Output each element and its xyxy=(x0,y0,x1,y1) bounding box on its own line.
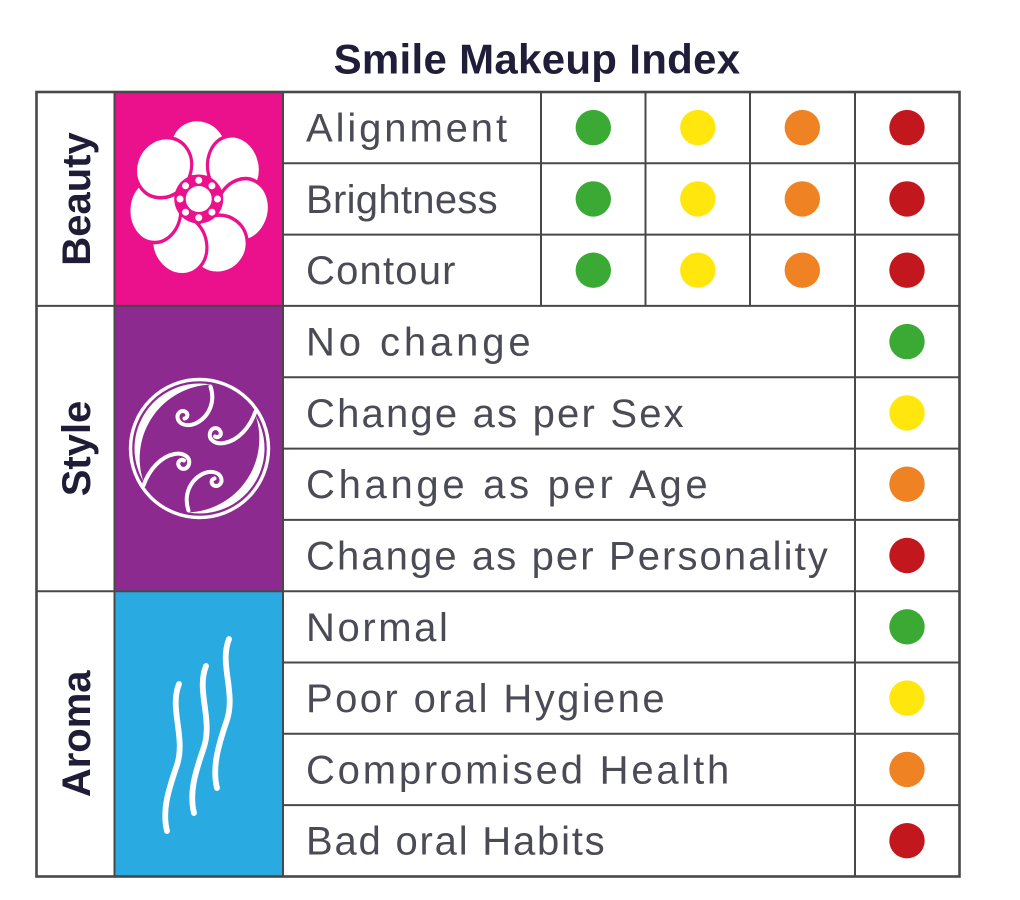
svg-text:Change as per Age: Change as per Age xyxy=(306,463,711,507)
svg-text:Bad oral Habits: Bad oral Habits xyxy=(306,820,606,864)
svg-text:Contour: Contour xyxy=(306,249,457,293)
svg-text:Style: Style xyxy=(55,401,99,497)
svg-text:Change as per Personality: Change as per Personality xyxy=(306,535,830,579)
svg-text:Aroma: Aroma xyxy=(55,670,99,797)
svg-text:Poor oral Hygiene: Poor oral Hygiene xyxy=(306,677,667,721)
svg-text:Smile Makeup Index: Smile Makeup Index xyxy=(334,36,741,83)
svg-text:Alignment: Alignment xyxy=(306,107,510,151)
svg-text:Change as per Sex: Change as per Sex xyxy=(306,392,686,436)
svg-text:No change: No change xyxy=(306,321,535,365)
svg-text:Brightness: Brightness xyxy=(306,178,498,222)
svg-text:Compromised Health: Compromised Health xyxy=(306,748,732,792)
svg-text:Beauty: Beauty xyxy=(55,132,99,266)
svg-text:Normal: Normal xyxy=(306,606,451,650)
